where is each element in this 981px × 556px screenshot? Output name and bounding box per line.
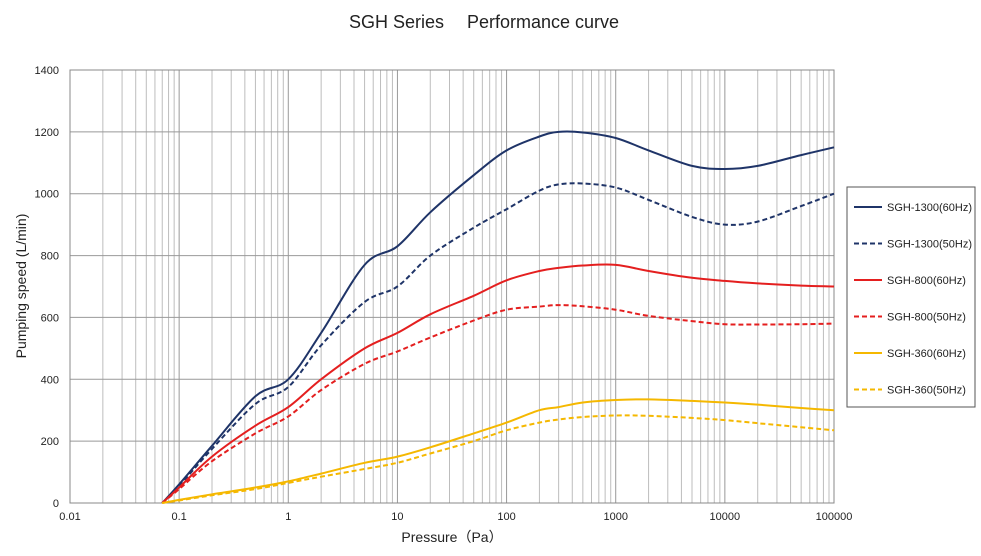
grid	[69, 69, 834, 504]
y-tick-label: 400	[41, 374, 59, 386]
series-line-3	[161, 304, 835, 504]
y-tick-label: 0	[53, 498, 59, 510]
legend-label-2: SGH-800(60Hz)	[887, 275, 966, 287]
series-line-4	[162, 398, 835, 504]
x-tick-label: 1	[285, 511, 291, 523]
x-tick-label: 100000	[816, 511, 853, 523]
x-tick-label: 1000	[603, 511, 627, 523]
x-tick-label: 10000	[710, 511, 741, 523]
y-tick-label: 1400	[35, 65, 59, 77]
series-line-5	[162, 414, 835, 504]
chart-title: SGH Series Performance curve	[349, 12, 619, 32]
legend-label-1: SGH-1300(50Hz)	[887, 239, 972, 251]
y-tick-label: 1200	[35, 127, 59, 139]
x-tick-label: 100	[497, 511, 515, 523]
x-tick-label: 0.1	[171, 511, 186, 523]
x-tick-label: 10	[391, 511, 403, 523]
x-tick-labels: 0.01 0.1 1 10 100 1000 10000 100000	[59, 511, 852, 523]
legend-box	[846, 186, 976, 408]
y-tick-label: 200	[41, 436, 59, 448]
legend-label-5: SGH-360(50Hz)	[887, 385, 966, 397]
x-axis-label: Pressure（Pa）	[401, 529, 502, 545]
legend: SGH-1300(60Hz) SGH-1300(50Hz) SGH-800(60Hz…	[846, 186, 976, 408]
series-line-1	[161, 182, 835, 504]
legend-label-0: SGH-1300(60Hz)	[887, 202, 972, 214]
y-axis-label: Pumping speed (L/min)	[13, 214, 29, 359]
y-tick-label: 800	[41, 251, 59, 263]
y-tick-labels: 0 200 400 600 800 1000 1200 1400	[35, 65, 59, 510]
legend-label-4: SGH-360(60Hz)	[887, 348, 966, 360]
x-tick-label: 0.01	[59, 511, 80, 523]
series-line-0	[161, 130, 835, 504]
y-tick-label: 1000	[35, 189, 59, 201]
y-tick-label: 600	[41, 312, 59, 324]
series-lines	[161, 130, 835, 504]
series-line-2	[161, 263, 835, 504]
legend-label-3: SGH-800(50Hz)	[887, 312, 966, 324]
